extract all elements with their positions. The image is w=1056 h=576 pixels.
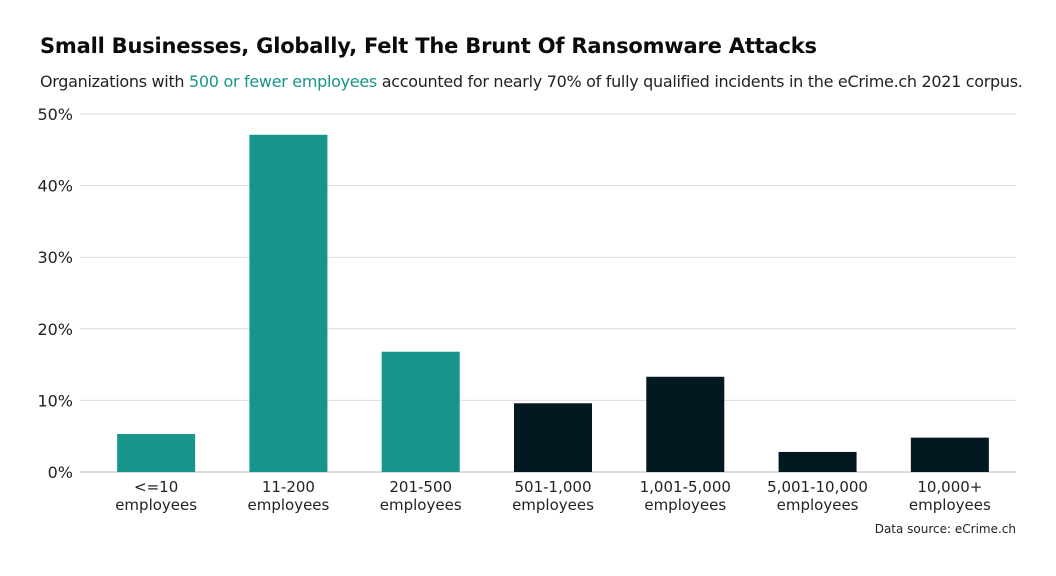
y-tick-label: 20% (37, 320, 73, 339)
bar (249, 134, 328, 473)
chart-title: Small Businesses, Globally, Felt The Bru… (40, 34, 817, 58)
bar (778, 451, 857, 472)
x-tick-label: 1,001-5,000 (640, 478, 731, 496)
y-tick-label: 0% (48, 463, 73, 482)
x-tick-label: employees (512, 496, 594, 514)
x-tick-label: 5,001-10,000 (767, 478, 868, 496)
bar (117, 434, 196, 472)
x-tick-label: 10,000+ (917, 478, 982, 496)
x-tick-label: employees (909, 496, 991, 514)
x-tick-label: employees (247, 496, 329, 514)
x-tick-label: 201-500 (389, 478, 452, 496)
subtitle-suffix: accounted for nearly 70% of fully qualif… (376, 72, 1023, 91)
x-tick-label: <=10 (134, 478, 178, 496)
data-source: Data source: eCrime.ch (874, 522, 1016, 536)
bar (381, 351, 460, 472)
x-tick-label: employees (115, 496, 197, 514)
bar (646, 376, 725, 472)
y-tick-label: 10% (37, 391, 73, 410)
bar (514, 403, 592, 472)
y-tick-label: 30% (37, 248, 73, 267)
y-tick-label: 40% (37, 177, 73, 196)
x-tick-label: employees (777, 496, 859, 514)
chart-subtitle: Organizations with 500 or fewer employee… (40, 72, 1023, 91)
x-tick-label: employees (380, 496, 462, 514)
y-tick-label: 50% (37, 105, 73, 124)
bar (910, 437, 989, 472)
x-tick-label: 11-200 (262, 478, 315, 496)
x-tick-label: 501-1,000 (515, 478, 592, 496)
subtitle-prefix: Organizations with (40, 72, 190, 91)
x-tick-label: employees (644, 496, 726, 514)
subtitle-highlight: 500 or fewer employees (189, 72, 377, 91)
